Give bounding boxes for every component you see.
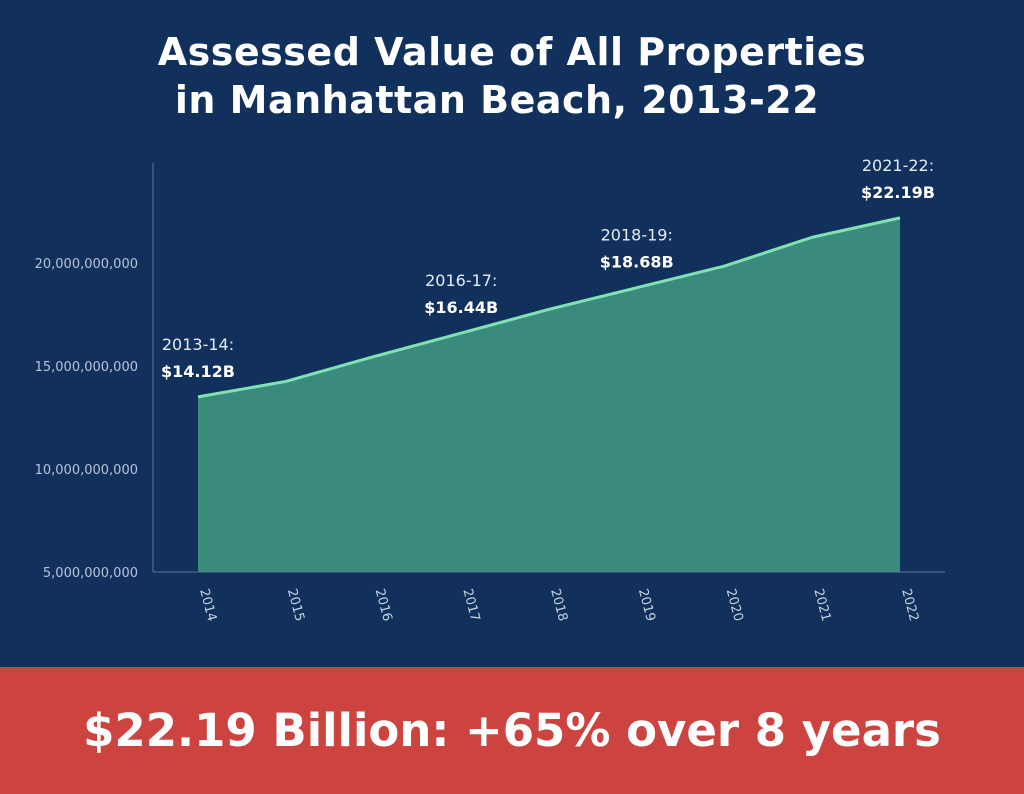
x-tick-label: 2015 xyxy=(284,587,307,623)
chart-title: Assessed Value of All Properties in Manh… xyxy=(0,28,1024,124)
x-tick-label: 2017 xyxy=(459,587,482,623)
annotation-period: 2018-19: xyxy=(601,226,673,245)
annotation-value: $18.68B xyxy=(600,253,674,272)
summary-banner-text: $22.19 Billion: +65% over 8 years xyxy=(83,704,941,757)
x-tick-label: 2022 xyxy=(898,587,921,623)
area-fill xyxy=(198,217,900,573)
x-tick-label: 2018 xyxy=(547,587,570,623)
annotation-period: 2016-17: xyxy=(425,271,497,290)
y-tick-label: 20,000,000,000 xyxy=(35,257,138,272)
annotation-value: $14.12B xyxy=(161,362,235,381)
summary-banner: $22.19 Billion: +65% over 8 years xyxy=(0,667,1024,794)
x-tick-label: 2020 xyxy=(723,587,746,623)
annotation-period: 2021-22: xyxy=(862,156,934,175)
y-tick-label: 15,000,000,000 xyxy=(35,360,138,375)
x-tick-label: 2019 xyxy=(635,587,658,623)
annotation-value: $16.44B xyxy=(424,298,498,317)
x-tick-label: 2016 xyxy=(372,587,395,623)
annotation-value: $22.19B xyxy=(861,183,935,202)
area-chart: 5,000,000,000 10,000,000,000 15,000,000,00… xyxy=(35,156,945,623)
y-tick-label: 5,000,000,000 xyxy=(43,566,138,581)
annotation-period: 2013-14: xyxy=(162,335,234,354)
x-tick-label: 2014 xyxy=(196,587,219,623)
title-line-2: in Manhattan Beach, 2013-22 xyxy=(174,78,820,122)
y-tick-label: 10,000,000,000 xyxy=(35,463,138,478)
title-line-1: Assessed Value of All Properties xyxy=(157,30,867,74)
series-line xyxy=(197,216,901,399)
x-tick-label: 2021 xyxy=(810,587,833,623)
